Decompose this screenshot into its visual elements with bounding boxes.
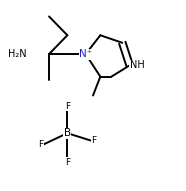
Text: B: B <box>64 128 71 138</box>
Text: N⁺: N⁺ <box>79 49 92 59</box>
Text: F: F <box>38 140 44 149</box>
Text: NH: NH <box>130 60 144 70</box>
Text: F: F <box>91 136 96 145</box>
Text: F: F <box>65 102 70 111</box>
Text: F: F <box>65 158 70 167</box>
Text: H₂N: H₂N <box>8 49 27 59</box>
